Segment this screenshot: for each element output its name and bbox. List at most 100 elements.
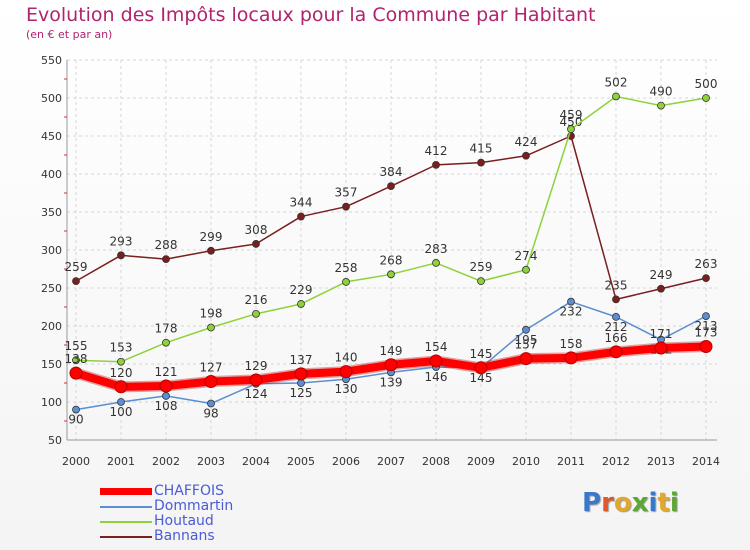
data-point-bannans	[432, 160, 440, 169]
legend-swatch-bannans	[100, 536, 152, 538]
data-point-dommartin	[117, 398, 125, 406]
legend-label-houtaud: Houtaud	[154, 513, 214, 529]
data-label-dommartin: 212	[605, 320, 628, 334]
data-point-chaffois	[114, 380, 128, 394]
data-point-houtaud	[657, 101, 665, 110]
data-label-houtaud: 216	[245, 293, 268, 307]
data-label-chaffois: 171	[650, 327, 673, 341]
data-point-bannans	[342, 202, 350, 211]
data-point-bannans	[117, 251, 125, 260]
data-label-dommartin: 125	[290, 386, 313, 400]
data-point-chaffois	[204, 374, 218, 388]
data-label-dommartin: 100	[110, 405, 133, 419]
legend-label-dommartin: Dommartin	[154, 498, 234, 514]
data-point-chaffois	[249, 373, 263, 387]
data-point-houtaud	[432, 259, 440, 267]
y-tick-label: 550	[41, 54, 62, 67]
chart-title: Evolution des Impôts locaux pour la Comm…	[26, 4, 596, 26]
y-tick-label: 500	[41, 92, 62, 105]
data-label-bannans: 412	[425, 144, 448, 158]
data-label-bannans: 293	[110, 234, 133, 248]
data-point-chaffois	[69, 366, 83, 380]
data-point-houtaud	[207, 323, 215, 332]
y-tick-label: 300	[41, 244, 62, 257]
legend-swatch-chaffois	[100, 488, 152, 495]
data-label-dommartin: 98	[203, 407, 218, 421]
data-label-dommartin: 124	[245, 387, 268, 401]
y-tick-label: 50	[48, 434, 62, 447]
y-tick-label: 350	[41, 206, 62, 219]
x-tick-label: 2006	[332, 455, 360, 468]
data-label-houtaud: 283	[425, 242, 448, 256]
data-point-chaffois	[654, 341, 668, 355]
data-point-bannans	[207, 246, 215, 255]
x-tick-label: 2012	[602, 455, 630, 468]
data-point-chaffois	[474, 361, 488, 375]
data-label-bannans: 235	[605, 278, 628, 292]
data-point-chaffois	[564, 351, 578, 365]
data-point-houtaud	[297, 300, 305, 308]
data-point-bannans	[522, 151, 530, 160]
data-label-houtaud: 502	[605, 75, 628, 89]
data-label-houtaud: 155	[65, 339, 88, 353]
data-point-houtaud	[477, 277, 485, 286]
data-label-dommartin: 146	[425, 370, 448, 384]
data-label-dommartin: 232	[560, 305, 583, 319]
x-tick-label: 2011	[557, 455, 585, 468]
data-label-chaffois: 138	[65, 352, 88, 366]
data-label-bannans: 263	[695, 257, 718, 271]
data-point-houtaud	[342, 278, 350, 286]
data-point-chaffois	[339, 365, 353, 379]
x-tick-label: 2010	[512, 455, 540, 468]
y-tick-label: 100	[41, 396, 62, 409]
data-point-dommartin	[522, 325, 530, 334]
x-tick-label: 2000	[62, 455, 90, 468]
data-point-bannans	[477, 158, 485, 167]
legend-label-bannans: Bannans	[154, 528, 215, 544]
data-label-chaffois: 154	[425, 340, 448, 354]
x-tick-label: 2001	[107, 455, 135, 468]
data-label-bannans: 344	[290, 196, 313, 210]
x-tick-label: 2009	[467, 455, 495, 468]
x-tick-label: 2003	[197, 455, 225, 468]
data-label-chaffois: 121	[155, 365, 178, 379]
x-tick-label: 2004	[242, 455, 270, 468]
data-point-bannans	[72, 277, 80, 286]
data-label-houtaud: 153	[110, 341, 133, 355]
data-label-bannans: 424	[515, 135, 538, 149]
data-point-houtaud	[702, 94, 710, 102]
data-point-houtaud	[522, 265, 530, 274]
data-label-chaffois: 127	[200, 360, 223, 374]
x-tick-label: 2008	[422, 455, 450, 468]
data-label-houtaud: 229	[290, 283, 313, 297]
data-point-bannans	[162, 255, 170, 264]
data-point-bannans	[297, 212, 305, 221]
y-tick-label: 250	[41, 282, 62, 295]
data-point-chaffois	[519, 352, 533, 366]
data-point-houtaud	[387, 270, 395, 279]
x-tick-label: 2014	[692, 455, 720, 468]
data-label-chaffois: 166	[605, 331, 628, 345]
data-label-dommartin: 139	[380, 375, 403, 389]
legend-swatch-houtaud	[100, 521, 152, 523]
data-label-chaffois: 145	[470, 347, 493, 361]
data-point-bannans	[612, 295, 620, 304]
data-point-dommartin	[702, 312, 710, 321]
legend-swatch-dommartin	[100, 506, 152, 508]
data-label-chaffois: 158	[560, 337, 583, 351]
legend-label-chaffois: CHAFFOIS	[154, 483, 225, 499]
data-label-dommartin: 90	[68, 413, 83, 427]
x-tick-label: 2005	[287, 455, 315, 468]
data-label-chaffois: 140	[335, 351, 358, 365]
data-point-bannans	[702, 274, 710, 283]
y-tick-label: 400	[41, 168, 62, 181]
data-label-houtaud: 268	[380, 253, 403, 267]
data-label-houtaud: 274	[515, 249, 538, 263]
data-label-houtaud: 459	[560, 108, 583, 122]
data-point-chaffois	[429, 354, 443, 368]
x-tick-label: 2002	[152, 455, 180, 468]
data-label-chaffois: 149	[380, 344, 403, 358]
y-tick-label: 150	[41, 358, 62, 371]
